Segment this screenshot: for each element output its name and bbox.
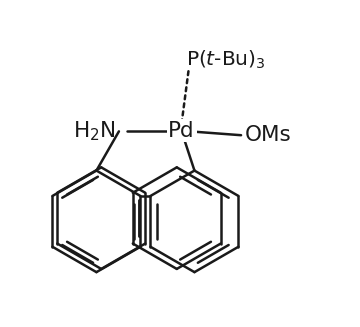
Text: P($\mathit{t}$-Bu)$_3$: P($\mathit{t}$-Bu)$_3$ [186, 49, 265, 71]
Text: H$_2$N: H$_2$N [73, 119, 116, 143]
Text: OMs: OMs [244, 125, 291, 145]
Text: Pd: Pd [168, 121, 195, 141]
